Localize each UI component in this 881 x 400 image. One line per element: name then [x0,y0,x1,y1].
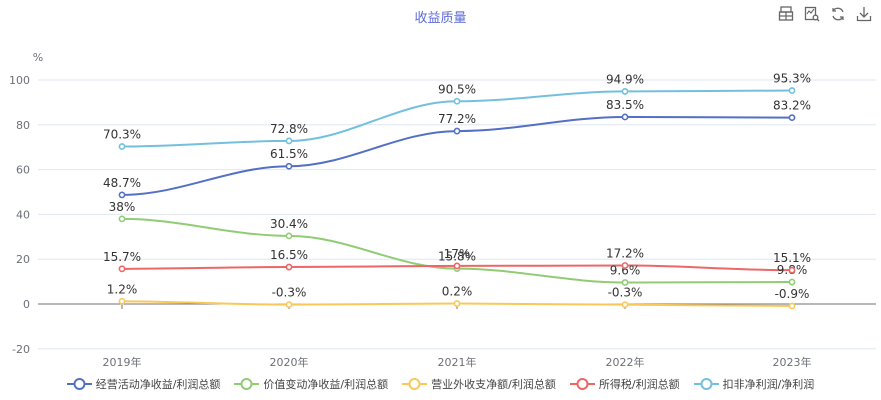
data-label: 15.8% [438,250,476,264]
data-label: 30.4% [270,217,308,231]
data-point[interactable] [788,266,796,274]
data-label: 90.5% [438,82,476,96]
data-point[interactable] [285,301,293,309]
chart-legend: 经营活动净收益/利润总额 价值变动净收益/利润总额 营业外收支净额/利润总额 所得税/… [0,376,881,392]
data-point[interactable] [285,232,293,240]
data-label: 38% [109,200,136,214]
data-point[interactable] [788,114,796,122]
data-label: 1.2% [107,282,138,296]
data-point[interactable] [118,191,126,199]
data-label: 77.2% [438,112,476,126]
legend-marker-icon [234,378,260,390]
legend-marker-icon [402,378,428,390]
data-label: 83.5% [606,98,644,112]
data-label: 17.2% [606,246,644,260]
data-point[interactable] [285,263,293,271]
data-point[interactable] [118,297,126,305]
data-label: 15.7% [103,250,141,264]
data-label: 0.2% [442,285,473,299]
x-tick-label: 2022年 [606,355,645,369]
y-tick-label: 40 [16,208,30,221]
x-tick-label: 2021年 [438,355,477,369]
chart-title: 收益质量 [414,11,467,26]
data-label: 48.7% [103,176,141,190]
data-label: 70.3% [103,128,141,142]
y-tick-label: 60 [16,164,30,177]
data-label: -0.3% [272,286,307,300]
data-label: 95.3% [773,72,811,86]
legend-marker-icon [569,378,595,390]
legend-marker-icon [66,378,92,390]
data-point[interactable] [621,113,629,121]
legend-label: 营业外收支净额/利润总额 [431,378,556,391]
line-chart: -20 0 20 40 60 80 100% 2019年 2020年 2021年 2022年 2023… [9,51,876,369]
y-tick-label: 100 [9,74,30,87]
data-point[interactable] [453,300,461,307]
chart-toolbar [777,5,873,23]
chart-zoom-icon[interactable] [803,5,821,23]
data-point[interactable] [621,301,629,309]
data-label: 83.2% [773,99,811,113]
legend-item[interactable]: 所得税/利润总额 [569,376,680,392]
legend-label: 所得税/利润总额 [598,378,680,391]
y-tick-label: 80 [16,119,30,132]
data-label: 16.5% [270,248,308,262]
data-point[interactable] [621,279,629,286]
x-tick-label: 2020年 [270,355,309,369]
data-point[interactable] [285,137,293,145]
data-view-icon[interactable] [777,5,795,23]
legend-marker-icon [693,378,719,390]
data-point[interactable] [621,262,629,269]
data-point[interactable] [453,262,461,270]
data-label: -0.9% [775,287,810,301]
data-point[interactable] [621,88,629,95]
data-point[interactable] [118,265,126,273]
data-label: 72.8% [270,122,308,136]
x-tick-label: 2023年 [773,355,812,369]
data-label: 94.9% [606,72,644,86]
y-tick-label: 0 [23,298,30,311]
data-point[interactable] [788,302,796,310]
legend-item[interactable]: 扣非净利润/净利润 [693,376,815,392]
data-label: 9.6% [610,263,641,277]
data-label: 17% [444,247,471,261]
data-point[interactable] [453,127,461,135]
data-label: -0.3% [608,286,643,300]
y-tick-label: 20 [16,253,30,266]
data-label: 61.5% [270,147,308,161]
legend-item[interactable]: 价值变动净收益/利润总额 [234,376,388,392]
legend-item[interactable]: 经营活动净收益/利润总额 [66,376,221,392]
data-point[interactable] [118,143,126,150]
legend-label: 扣非净利润/净利润 [722,378,815,391]
y-axis-unit: % [33,51,43,64]
data-point[interactable] [788,87,796,94]
legend-item[interactable]: 营业外收支净额/利润总额 [402,376,556,392]
data-point[interactable] [788,278,796,286]
legend-label: 经营活动净收益/利润总额 [95,378,221,391]
legend-label: 价值变动净收益/利润总额 [263,378,389,391]
download-icon[interactable] [855,5,873,23]
x-tick-label: 2019年 [103,355,142,369]
data-point[interactable] [118,215,126,223]
data-label: 15.1% [773,251,811,265]
data-point[interactable] [453,97,461,105]
data-point[interactable] [285,162,293,170]
y-tick-label: -20 [12,343,30,356]
restore-icon[interactable] [829,5,847,23]
